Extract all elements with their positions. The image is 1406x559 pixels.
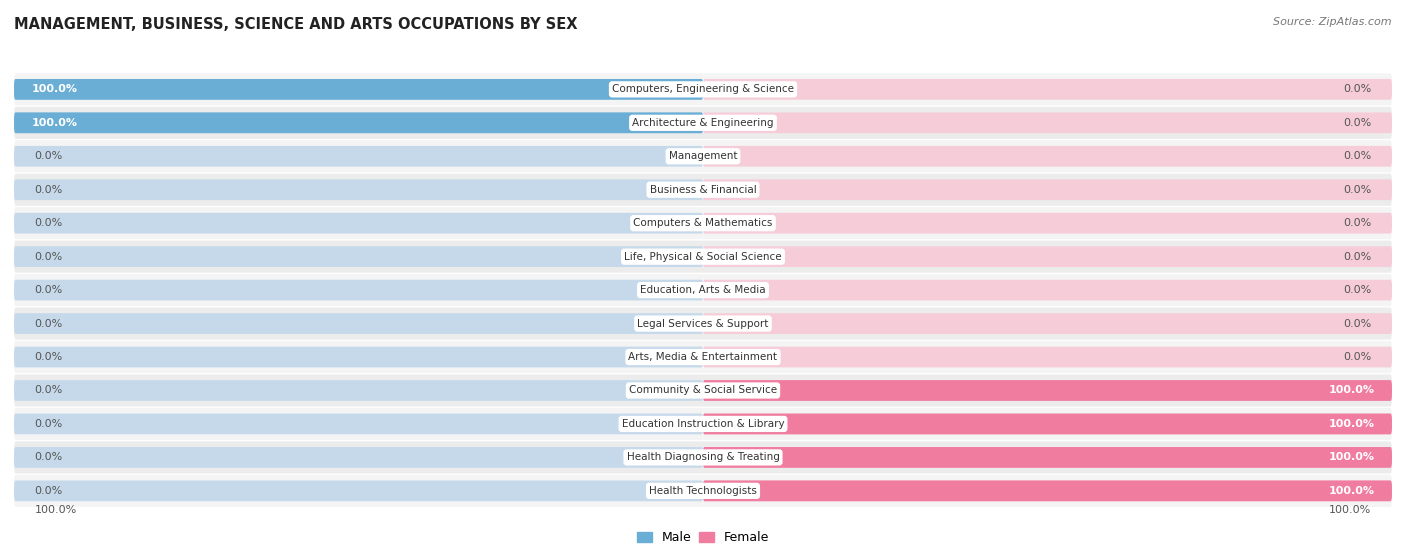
FancyBboxPatch shape: [703, 447, 1392, 468]
Text: 0.0%: 0.0%: [35, 319, 63, 329]
FancyBboxPatch shape: [14, 280, 703, 301]
Text: Life, Physical & Social Science: Life, Physical & Social Science: [624, 252, 782, 262]
FancyBboxPatch shape: [14, 307, 1392, 340]
Text: 100.0%: 100.0%: [35, 505, 77, 515]
Text: 0.0%: 0.0%: [35, 285, 63, 295]
Text: Arts, Media & Entertainment: Arts, Media & Entertainment: [628, 352, 778, 362]
Text: 0.0%: 0.0%: [35, 184, 63, 195]
FancyBboxPatch shape: [14, 179, 703, 200]
FancyBboxPatch shape: [14, 112, 703, 133]
FancyBboxPatch shape: [14, 146, 703, 167]
Text: Computers & Mathematics: Computers & Mathematics: [633, 218, 773, 228]
FancyBboxPatch shape: [14, 481, 703, 501]
FancyBboxPatch shape: [703, 347, 1392, 367]
FancyBboxPatch shape: [14, 247, 703, 267]
Text: 100.0%: 100.0%: [1329, 386, 1375, 395]
Text: 0.0%: 0.0%: [35, 218, 63, 228]
FancyBboxPatch shape: [14, 112, 703, 133]
FancyBboxPatch shape: [14, 140, 1392, 172]
Text: 100.0%: 100.0%: [31, 118, 77, 128]
FancyBboxPatch shape: [703, 313, 1392, 334]
FancyBboxPatch shape: [703, 146, 1392, 167]
Text: Community & Social Service: Community & Social Service: [628, 386, 778, 395]
FancyBboxPatch shape: [703, 112, 1392, 133]
Text: 0.0%: 0.0%: [1343, 218, 1371, 228]
Text: 0.0%: 0.0%: [35, 486, 63, 496]
Text: 0.0%: 0.0%: [35, 352, 63, 362]
FancyBboxPatch shape: [14, 341, 1392, 373]
Text: Education, Arts & Media: Education, Arts & Media: [640, 285, 766, 295]
FancyBboxPatch shape: [703, 179, 1392, 200]
FancyBboxPatch shape: [703, 380, 1392, 401]
FancyBboxPatch shape: [14, 414, 703, 434]
FancyBboxPatch shape: [14, 213, 703, 234]
FancyBboxPatch shape: [703, 380, 1392, 401]
Text: 0.0%: 0.0%: [1343, 319, 1371, 329]
Text: 0.0%: 0.0%: [1343, 151, 1371, 162]
Text: 100.0%: 100.0%: [1329, 505, 1371, 515]
Text: Architecture & Engineering: Architecture & Engineering: [633, 118, 773, 128]
Text: MANAGEMENT, BUSINESS, SCIENCE AND ARTS OCCUPATIONS BY SEX: MANAGEMENT, BUSINESS, SCIENCE AND ARTS O…: [14, 17, 578, 32]
FancyBboxPatch shape: [14, 207, 1392, 239]
FancyBboxPatch shape: [14, 347, 703, 367]
Text: Education Instruction & Library: Education Instruction & Library: [621, 419, 785, 429]
Text: Legal Services & Support: Legal Services & Support: [637, 319, 769, 329]
FancyBboxPatch shape: [703, 447, 1392, 468]
FancyBboxPatch shape: [14, 73, 1392, 106]
Text: 0.0%: 0.0%: [35, 452, 63, 462]
FancyBboxPatch shape: [703, 280, 1392, 301]
FancyBboxPatch shape: [703, 247, 1392, 267]
FancyBboxPatch shape: [14, 274, 1392, 306]
FancyBboxPatch shape: [703, 481, 1392, 501]
FancyBboxPatch shape: [14, 447, 703, 468]
FancyBboxPatch shape: [703, 481, 1392, 501]
Text: Health Diagnosing & Treating: Health Diagnosing & Treating: [627, 452, 779, 462]
FancyBboxPatch shape: [14, 380, 703, 401]
Text: 100.0%: 100.0%: [1329, 486, 1375, 496]
Text: 0.0%: 0.0%: [35, 419, 63, 429]
Text: Business & Financial: Business & Financial: [650, 184, 756, 195]
FancyBboxPatch shape: [14, 408, 1392, 440]
FancyBboxPatch shape: [703, 79, 1392, 100]
Text: 0.0%: 0.0%: [35, 252, 63, 262]
Text: 0.0%: 0.0%: [1343, 252, 1371, 262]
Text: 0.0%: 0.0%: [1343, 84, 1371, 94]
FancyBboxPatch shape: [14, 442, 1392, 473]
Text: Management: Management: [669, 151, 737, 162]
FancyBboxPatch shape: [14, 107, 1392, 139]
FancyBboxPatch shape: [14, 79, 703, 100]
Text: Health Technologists: Health Technologists: [650, 486, 756, 496]
Text: Source: ZipAtlas.com: Source: ZipAtlas.com: [1274, 17, 1392, 27]
Text: 100.0%: 100.0%: [1329, 452, 1375, 462]
Text: 0.0%: 0.0%: [35, 151, 63, 162]
FancyBboxPatch shape: [14, 240, 1392, 273]
Text: 0.0%: 0.0%: [1343, 118, 1371, 128]
Text: 0.0%: 0.0%: [35, 386, 63, 395]
FancyBboxPatch shape: [14, 375, 1392, 406]
FancyBboxPatch shape: [703, 213, 1392, 234]
FancyBboxPatch shape: [14, 313, 703, 334]
Legend: Male, Female: Male, Female: [631, 526, 775, 549]
Text: 100.0%: 100.0%: [31, 84, 77, 94]
Text: 0.0%: 0.0%: [1343, 184, 1371, 195]
FancyBboxPatch shape: [703, 414, 1392, 434]
FancyBboxPatch shape: [14, 174, 1392, 206]
Text: 100.0%: 100.0%: [1329, 419, 1375, 429]
Text: 0.0%: 0.0%: [1343, 352, 1371, 362]
Text: 0.0%: 0.0%: [1343, 285, 1371, 295]
FancyBboxPatch shape: [14, 475, 1392, 507]
FancyBboxPatch shape: [14, 79, 703, 100]
FancyBboxPatch shape: [703, 414, 1392, 434]
Text: Computers, Engineering & Science: Computers, Engineering & Science: [612, 84, 794, 94]
